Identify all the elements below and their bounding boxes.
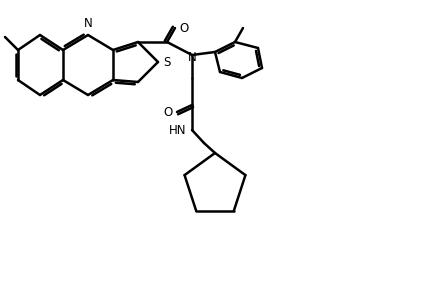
Text: O: O xyxy=(164,106,173,119)
Text: S: S xyxy=(163,55,170,68)
Text: HN: HN xyxy=(168,124,186,137)
Text: N: N xyxy=(84,17,92,30)
Text: N: N xyxy=(188,51,196,64)
Text: O: O xyxy=(179,21,188,35)
